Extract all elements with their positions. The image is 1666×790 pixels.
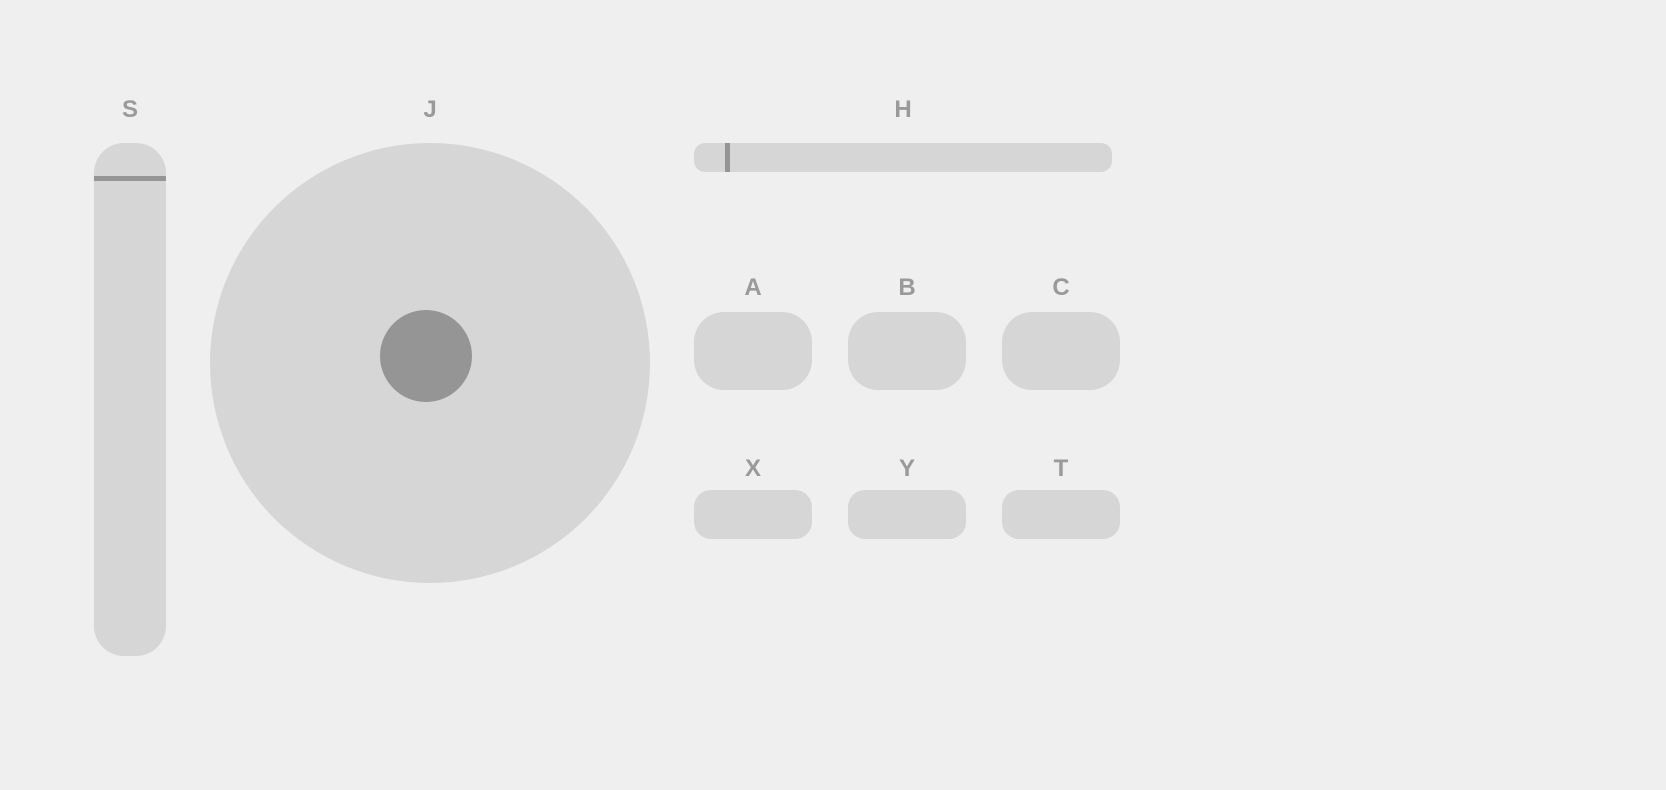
vertical-slider-label: S <box>121 96 138 123</box>
joystick-label: J <box>423 96 437 123</box>
button-y-label: Y <box>898 455 915 482</box>
horizontal-slider-track[interactable] <box>694 143 1112 172</box>
button-c[interactable] <box>1002 312 1120 390</box>
button-a-label: A <box>744 274 762 301</box>
button-c-label: C <box>1052 274 1070 301</box>
horizontal-slider-thumb[interactable] <box>725 143 731 172</box>
button-b-label: B <box>898 274 916 301</box>
horizontal-slider-label: H <box>894 96 912 123</box>
button-t[interactable] <box>1002 490 1120 539</box>
joystick-pad[interactable] <box>210 143 650 583</box>
joystick-knob[interactable] <box>379 310 472 403</box>
button-x[interactable] <box>694 490 812 539</box>
vertical-slider-track[interactable] <box>94 143 166 656</box>
button-y[interactable] <box>848 490 966 539</box>
vertical-slider-thumb[interactable] <box>94 176 166 182</box>
button-a[interactable] <box>694 312 812 390</box>
button-b[interactable] <box>848 312 966 390</box>
button-t-label: T <box>1053 455 1069 482</box>
button-x-label: X <box>744 455 761 482</box>
